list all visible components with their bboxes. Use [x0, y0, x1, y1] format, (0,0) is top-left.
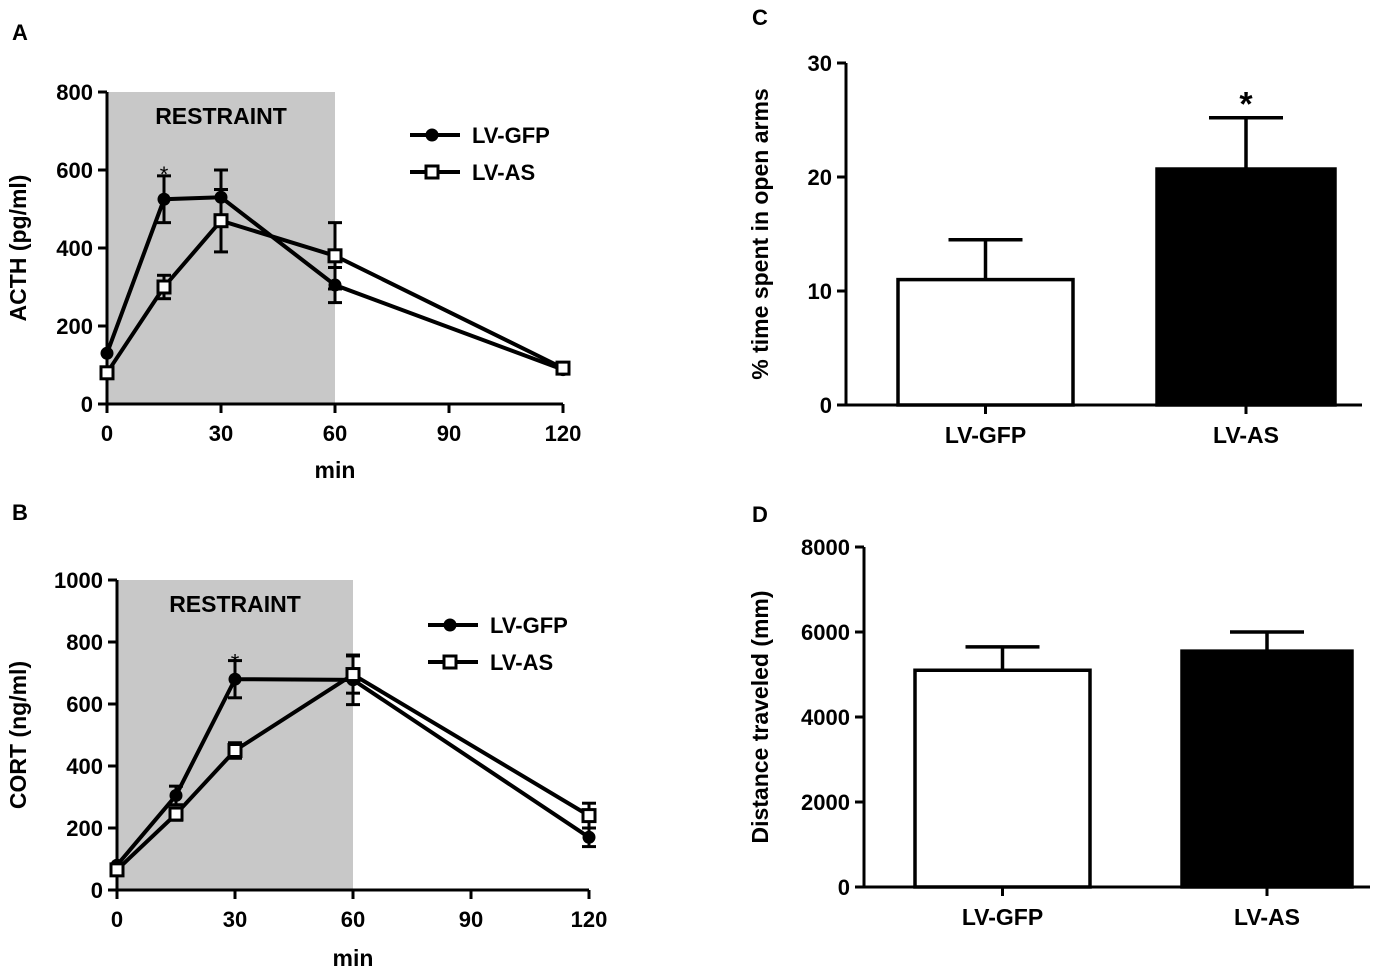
- y-tick-label: 400: [56, 236, 93, 261]
- panel-letter: B: [12, 500, 28, 525]
- data-point: [109, 862, 125, 878]
- legend-label: LV-AS: [472, 160, 535, 185]
- y-tick-label: 200: [56, 314, 93, 339]
- y-axis-title: ACTH (pg/ml): [5, 175, 31, 322]
- data-point: [582, 830, 596, 844]
- legend-marker: [442, 654, 458, 670]
- x-tick-label: 0: [101, 421, 113, 446]
- x-axis-title: min: [315, 457, 356, 483]
- data-point: [345, 667, 361, 683]
- category-label: LV-AS: [1213, 422, 1279, 448]
- y-tick-label: 2000: [801, 790, 850, 815]
- y-tick-label: 600: [66, 692, 103, 717]
- panel-a: A RESTRAINT 0 200 400 600 800 0 30 60 90 120 min ACTH…: [5, 20, 581, 483]
- x-tick-label: 90: [459, 907, 483, 932]
- data-point: [99, 365, 115, 381]
- y-tick-label: 800: [66, 630, 103, 655]
- bar-lv-as: [1155, 167, 1337, 407]
- x-tick-label: 120: [545, 421, 582, 446]
- data-point: [581, 808, 597, 824]
- y-tick-label: 10: [808, 279, 832, 304]
- x-tick-label: 60: [341, 907, 365, 932]
- y-tick-label: 8000: [801, 535, 850, 560]
- data-point: [227, 743, 243, 758]
- y-tick-label: 0: [91, 878, 103, 903]
- panel-d: D 0 2000 4000 6000 8000 Distance traveled (mm)…: [747, 502, 1370, 930]
- data-point: [327, 248, 343, 264]
- bar-lv-gfp: [896, 277, 1075, 407]
- series-lv-as: [99, 188, 571, 381]
- y-tick-label: 6000: [801, 620, 850, 645]
- y-tick-label: 4000: [801, 705, 850, 730]
- y-axis-title: % time spent in open arms: [747, 88, 773, 379]
- panel-letter: D: [752, 502, 768, 527]
- legend-label: LV-GFP: [472, 123, 550, 148]
- restraint-label: RESTRAINT: [155, 103, 287, 129]
- y-tick-label: 0: [81, 392, 93, 417]
- significance-asterisk: *: [160, 162, 169, 187]
- bar-lv-as: [1180, 649, 1354, 889]
- restraint-label: RESTRAINT: [169, 591, 301, 617]
- x-tick-label: 30: [223, 907, 247, 932]
- y-axis-title: Distance traveled (mm): [747, 590, 773, 843]
- data-point: [100, 346, 114, 360]
- data-point: [228, 672, 242, 686]
- y-tick-label: 0: [820, 393, 832, 418]
- y-tick-label: 20: [808, 165, 832, 190]
- y-tick-label: 400: [66, 754, 103, 779]
- legend-marker: [425, 128, 439, 142]
- y-tick-label: 0: [838, 875, 850, 900]
- x-tick-label: 0: [111, 907, 123, 932]
- y-tick-label: 200: [66, 816, 103, 841]
- panel-letter: A: [12, 20, 28, 45]
- data-point: [169, 788, 183, 802]
- legend-marker: [424, 164, 440, 180]
- category-label: LV-GFP: [962, 904, 1043, 930]
- y-axis-title: CORT (ng/ml): [5, 661, 31, 809]
- data-point: [213, 213, 229, 229]
- significance-asterisk: *: [231, 650, 240, 675]
- x-tick-label: 120: [571, 907, 608, 932]
- data-point: [156, 279, 172, 295]
- panel-letter: C: [752, 5, 768, 30]
- y-tick-label: 800: [56, 80, 93, 105]
- legend-label: LV-AS: [490, 650, 553, 675]
- legend-label: LV-GFP: [490, 613, 568, 638]
- category-label: LV-GFP: [945, 422, 1026, 448]
- data-point: [168, 806, 184, 822]
- y-tick-label: 30: [808, 51, 832, 76]
- series-lv-as: [109, 654, 597, 878]
- x-axis-title: min: [333, 945, 374, 971]
- data-point: [555, 360, 571, 376]
- significance-asterisk: *: [1239, 86, 1253, 124]
- y-tick-label: 600: [56, 158, 93, 183]
- x-tick-label: 30: [209, 421, 233, 446]
- x-tick-label: 60: [323, 421, 347, 446]
- x-tick-label: 90: [437, 421, 461, 446]
- bar-lv-gfp: [913, 668, 1092, 889]
- y-tick-label: 1000: [54, 568, 103, 593]
- restraint-shading: [117, 580, 353, 890]
- category-label: LV-AS: [1234, 904, 1300, 930]
- panel-c: C 0 10 20 30 % time spent in open arms LV-GFP L…: [747, 5, 1362, 448]
- data-point: [157, 192, 171, 206]
- legend-marker: [443, 618, 457, 632]
- panel-b: B RESTRAINT 0 200 400 600 800 1000 0 30 60 90 120 min…: [5, 500, 607, 971]
